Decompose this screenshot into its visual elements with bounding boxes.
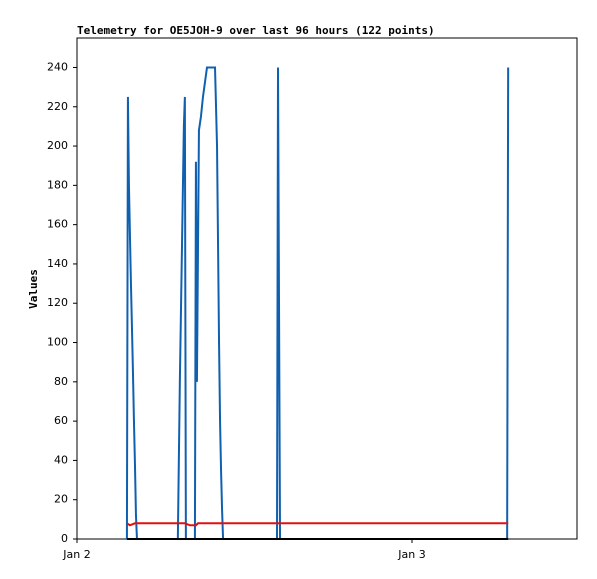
y-tick-label: 160 — [47, 218, 68, 231]
data-line — [126, 522, 509, 527]
y-tick-label: 240 — [47, 60, 68, 73]
y-tick-label: 80 — [54, 375, 68, 388]
plot-area — [76, 37, 578, 540]
y-tick-label: 120 — [47, 296, 68, 309]
x-tick-label: Jan 2 — [62, 548, 90, 561]
y-tick-label: 140 — [47, 257, 68, 270]
y-tick-label: 0 — [61, 532, 68, 545]
y-axis-label: Values — [27, 269, 40, 309]
y-tick-label: 180 — [47, 178, 68, 191]
y-tick-label: 220 — [47, 100, 68, 113]
chart-title: Telemetry for OE5JOH-9 over last 96 hour… — [77, 24, 435, 37]
x-tick-label: Jan 3 — [397, 548, 425, 561]
y-tick-label: 40 — [54, 453, 68, 466]
y-tick-label: 20 — [54, 493, 68, 506]
y-tick-label: 200 — [47, 139, 68, 152]
data-line — [125, 66, 510, 540]
y-tick-label: 100 — [47, 336, 68, 349]
y-tick-label: 60 — [54, 414, 68, 427]
